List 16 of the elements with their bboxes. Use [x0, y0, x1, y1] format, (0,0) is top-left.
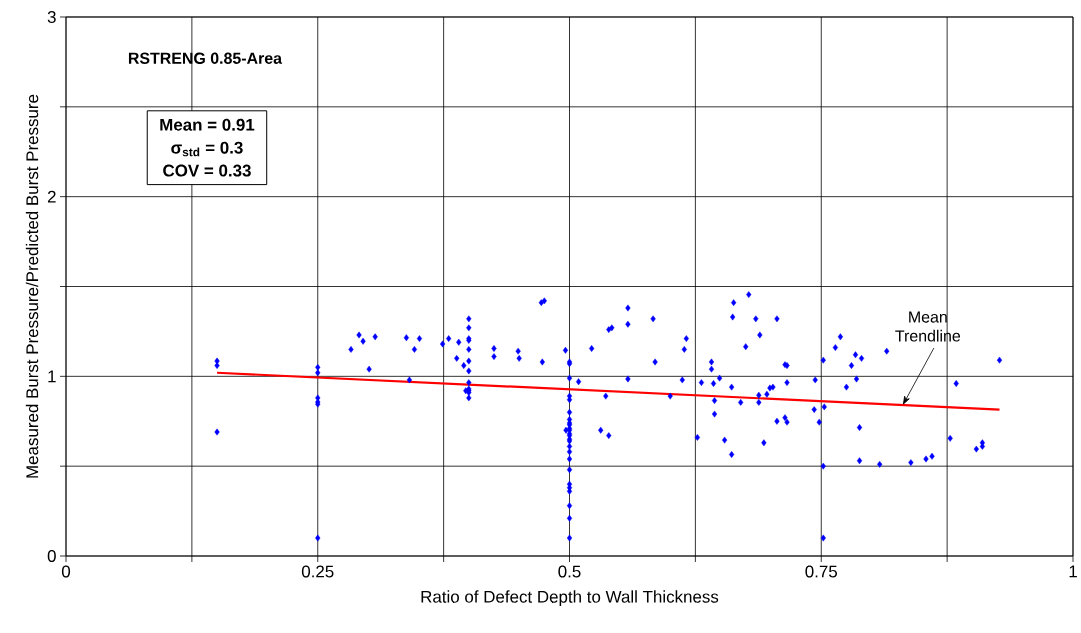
y-axis-title: Measured Burst Pressure/Predicted Burst Pressure [25, 94, 39, 478]
x-tick-label: 0.25 [301, 565, 334, 578]
x-tick-label: 0.75 [805, 565, 838, 578]
y-tick-label: 0 [47, 550, 56, 562]
x-axis-title: Ratio of Defect Depth to Wall Thickness [421, 590, 719, 607]
annotation: RSTRENG 0.85-Area [128, 52, 283, 64]
annotation: Mean = 0.91 [160, 118, 255, 131]
annotation: σ$_{std}$ = 0.3 [171, 141, 243, 157]
x-tick-label: 1 [1069, 565, 1077, 578]
x-tick-label: 0 [61, 565, 71, 578]
annotation: Mean Trendline [895, 311, 961, 342]
y-tick-label: 1 [48, 370, 56, 383]
y-tick-label: 3 [47, 11, 56, 23]
x-tick-label: 0.5 [558, 565, 581, 578]
y-tick-label: 2 [47, 190, 56, 203]
annotation: COV = 0.33 [163, 164, 251, 177]
